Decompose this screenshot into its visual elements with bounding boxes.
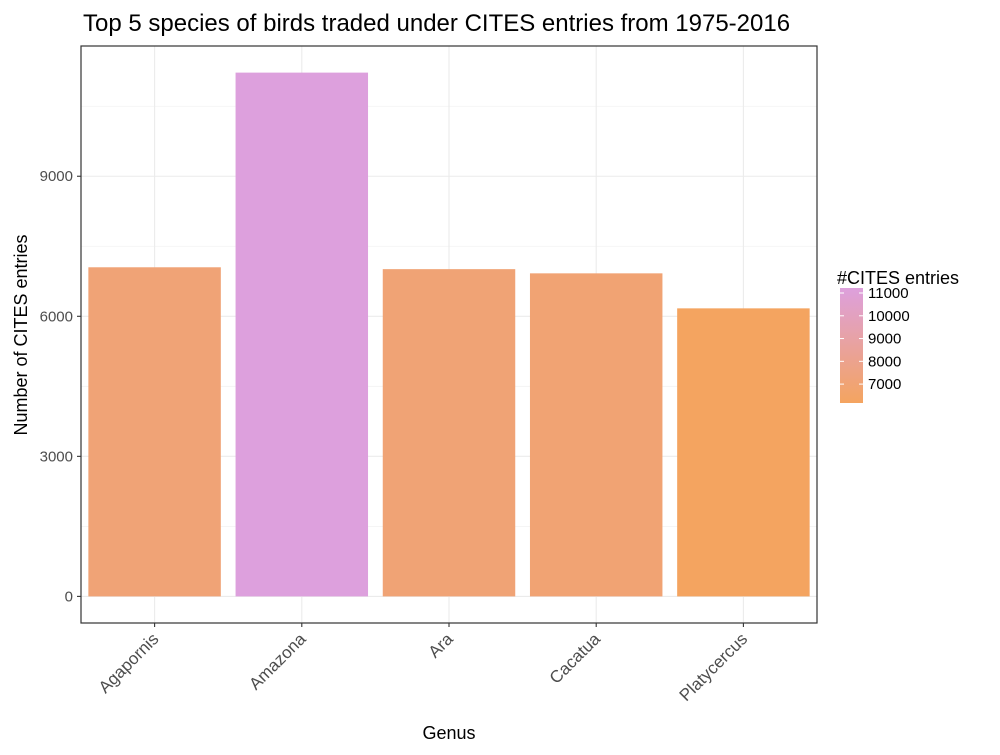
y-tick-label: 6000 bbox=[40, 308, 73, 325]
legend-label: 9000 bbox=[868, 331, 901, 348]
x-tick-label: Ara bbox=[425, 629, 458, 662]
y-tick-label: 0 bbox=[65, 588, 73, 605]
legend-label: 8000 bbox=[868, 353, 901, 370]
bar-ara bbox=[382, 269, 516, 597]
y-tick-label: 9000 bbox=[40, 168, 73, 185]
bar-agapornis bbox=[88, 267, 221, 597]
y-tick-label: 3000 bbox=[40, 448, 73, 465]
x-tick-label: Cacatua bbox=[546, 629, 605, 688]
x-axis: Agapornis Amazona Ara Cacatua Platycercus bbox=[95, 623, 751, 705]
bar-cacatua bbox=[529, 273, 663, 597]
legend-title: #CITES entries bbox=[837, 268, 959, 288]
legend-label: 10000 bbox=[868, 308, 910, 325]
bar-amazona bbox=[235, 72, 369, 597]
x-tick-label: Agapornis bbox=[95, 629, 163, 697]
y-axis-title: Number of CITES entries bbox=[11, 234, 31, 435]
bars bbox=[88, 72, 810, 597]
x-axis-title: Genus bbox=[422, 723, 475, 743]
y-axis: 0 3000 6000 9000 bbox=[40, 168, 81, 605]
legend-ticks: 11000 10000 9000 8000 7000 bbox=[840, 285, 910, 393]
legend-label: 7000 bbox=[868, 376, 901, 393]
legend-colorbar bbox=[840, 288, 863, 403]
bar-platycercus bbox=[677, 308, 810, 597]
x-tick-label: Amazona bbox=[245, 629, 310, 694]
legend: #CITES entries 11000 10000 9000 8000 7000 bbox=[837, 268, 959, 403]
legend-label: 11000 bbox=[868, 285, 909, 302]
x-tick-label: Platycercus bbox=[676, 629, 752, 705]
chart-title: Top 5 species of birds traded under CITE… bbox=[83, 10, 790, 37]
